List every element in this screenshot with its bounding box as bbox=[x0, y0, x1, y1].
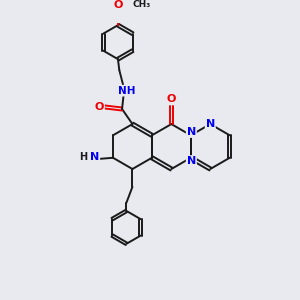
Text: N: N bbox=[206, 119, 215, 129]
Text: O: O bbox=[167, 94, 176, 104]
Text: N: N bbox=[187, 127, 196, 137]
Text: O: O bbox=[113, 0, 123, 10]
Text: N: N bbox=[90, 152, 99, 162]
Text: NH: NH bbox=[118, 86, 136, 96]
Text: H: H bbox=[80, 152, 88, 162]
Text: CH₃: CH₃ bbox=[132, 0, 150, 9]
Text: N: N bbox=[187, 156, 196, 166]
Text: O: O bbox=[94, 102, 104, 112]
